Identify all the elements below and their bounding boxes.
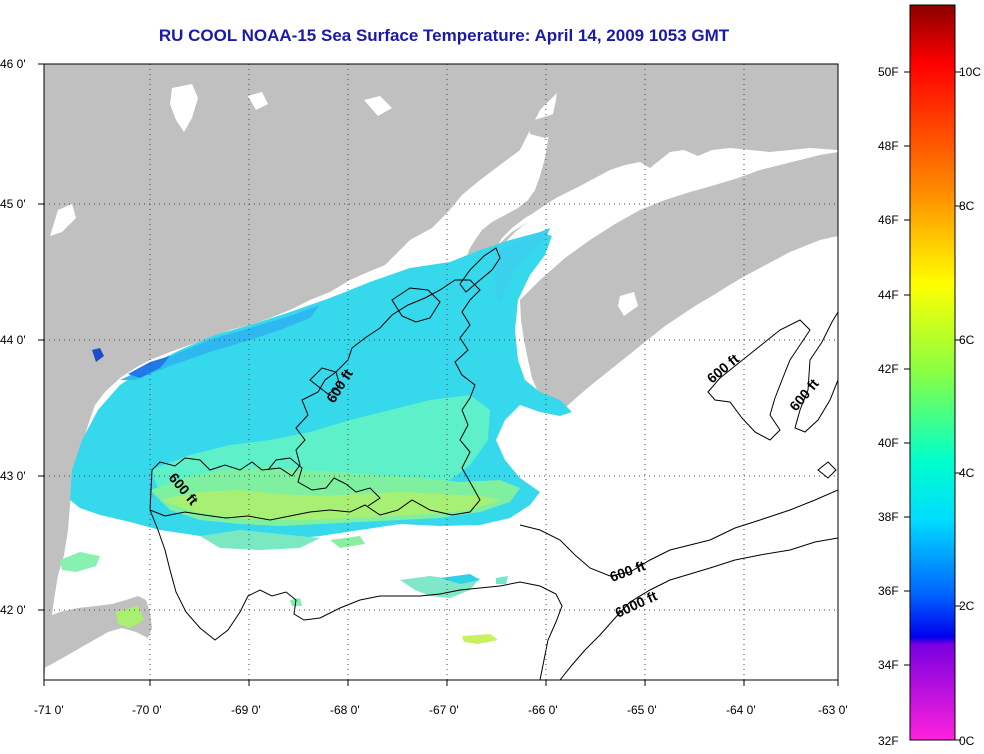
lon-tick-label: -66 0' xyxy=(528,703,558,717)
contour-inner-2 xyxy=(391,287,441,323)
lon-tick-label: -65 0' xyxy=(627,703,657,717)
contour-600ft-georges xyxy=(149,509,563,680)
colorbar xyxy=(909,4,956,741)
land-island-1 xyxy=(528,112,575,138)
lake-2 xyxy=(248,92,268,110)
colorbar-label-c: 6C xyxy=(959,333,975,347)
land-mainland-us xyxy=(44,64,560,680)
contour-6000ft xyxy=(559,537,838,680)
colorbar-label-c: 0C xyxy=(959,734,975,748)
land-nova-scotia xyxy=(520,152,838,412)
colorbar-label-f: 38F xyxy=(878,510,899,524)
colorbar-label-f: 32F xyxy=(878,734,899,748)
contour-600ft-gulf xyxy=(149,279,481,521)
colorbar-label-f: 42F xyxy=(878,362,899,376)
colorbar-label-c: 8C xyxy=(959,199,975,213)
lat-tick-label: 46 0' xyxy=(0,57,26,71)
lake-1 xyxy=(170,84,198,132)
depth-contours xyxy=(149,247,838,680)
lat-tick-label: 42 0' xyxy=(0,603,26,617)
contour-600ft-shelf xyxy=(519,489,838,577)
lake-6 xyxy=(458,228,474,246)
lon-tick-label: -67 0' xyxy=(429,703,459,717)
lon-tick-label: -68 0' xyxy=(330,703,360,717)
lon-tick-label: -71 0' xyxy=(34,703,64,717)
lake-5 xyxy=(618,292,638,316)
lon-tick-label: -64 0' xyxy=(726,703,756,717)
contour-600ft-scotian-a xyxy=(707,319,811,441)
lat-tick-label: 45 0' xyxy=(0,197,26,211)
colorbar-label-c: 4C xyxy=(959,466,975,480)
lake-4 xyxy=(364,96,392,116)
lake-3 xyxy=(50,204,76,236)
contour-inner-1 xyxy=(267,457,381,507)
contour-inner-4 xyxy=(459,247,501,293)
lat-tick-label: 44 0' xyxy=(0,333,26,347)
colorbar-label-f: 48F xyxy=(878,139,899,153)
contour-inner-5 xyxy=(817,461,837,479)
contour-inner-3 xyxy=(309,367,341,395)
colorbar-label-f: 44F xyxy=(878,288,899,302)
lon-tick-label: -69 0' xyxy=(231,703,261,717)
contour-600ft-scotian-b xyxy=(794,311,838,433)
colorbar-label-f: 34F xyxy=(878,658,899,672)
colorbar-label-f: 46F xyxy=(878,213,899,227)
map-border xyxy=(43,63,839,681)
colorbar-label-f: 50F xyxy=(878,65,899,79)
colorbar-label-c: 2C xyxy=(959,599,975,613)
lat-tick-label: 43 0' xyxy=(0,469,26,483)
axis-ticks xyxy=(38,63,839,686)
map-title: RU COOL NOAA-15 Sea Surface Temperature:… xyxy=(158,26,730,45)
lon-tick-label: -63 0' xyxy=(818,703,848,717)
colorbar-ticks xyxy=(904,71,961,741)
colorbar-label-f: 36F xyxy=(878,584,899,598)
colorbar-label-f: 40F xyxy=(878,436,899,450)
colorbar-label-c: 10C xyxy=(959,65,981,79)
lon-tick-label: -70 0' xyxy=(132,703,162,717)
